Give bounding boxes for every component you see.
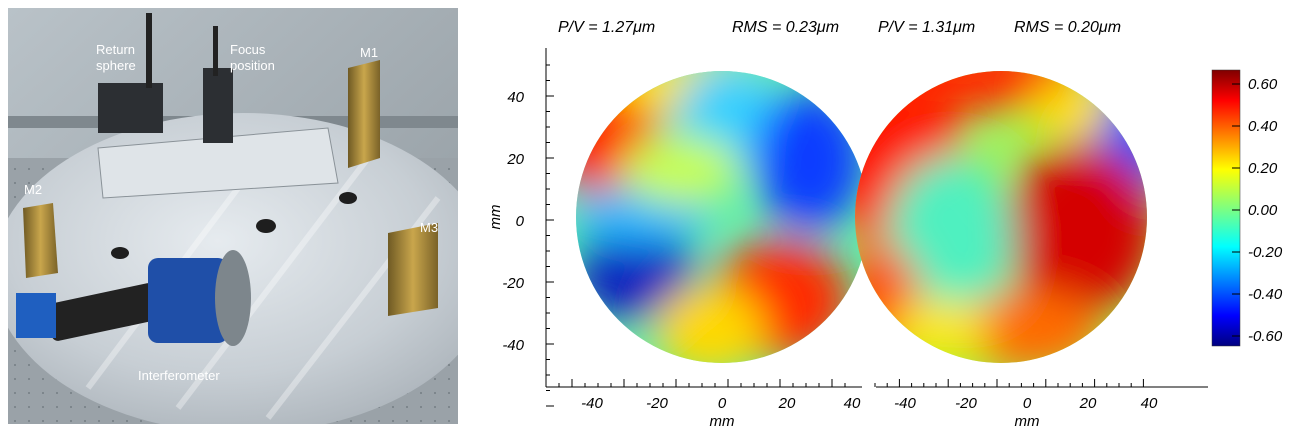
pv-left: P/V = 1.27μm <box>558 19 655 36</box>
label-m2: M2 <box>24 182 42 197</box>
colorbar-tick-label: 0.40 <box>1248 118 1278 135</box>
x-tick-label: -20 <box>955 395 977 412</box>
interferometer-body <box>148 258 228 343</box>
colorbar-tick-label: 0.00 <box>1248 202 1278 219</box>
colorbar-tick-label: -0.60 <box>1248 328 1283 345</box>
colorbar-tick-label: 0.60 <box>1248 76 1278 93</box>
rms-left: RMS = 0.23μm <box>732 19 839 36</box>
mirror-m1 <box>348 60 380 168</box>
x-axis-label: mm <box>1015 413 1040 430</box>
camera <box>16 293 56 338</box>
axes <box>545 48 1208 407</box>
x-tick-label: 40 <box>844 395 861 412</box>
y-tick-label: -40 <box>502 337 524 354</box>
x-tick-label: -40 <box>581 395 603 412</box>
x-tick-label: 20 <box>778 395 796 412</box>
y-tick-label: 0 <box>516 213 525 230</box>
pv-right: P/V = 1.31μm <box>878 19 975 36</box>
x-tick-label: 0 <box>1023 395 1032 412</box>
x-tick-label: -40 <box>894 395 916 412</box>
colorbar <box>1211 69 1241 347</box>
colorbar-tick-label: -0.20 <box>1248 244 1283 261</box>
rms-right: RMS = 0.20μm <box>1014 19 1121 36</box>
y-axis-label: mm <box>487 205 504 230</box>
mirror-m2 <box>23 203 58 278</box>
label-focus-position-2: position <box>230 58 275 73</box>
test-setup-photo: Return sphere Focus position M1 M2 M3 In… <box>8 8 458 424</box>
x-tick-label: 0 <box>718 395 727 412</box>
x-tick-label: 20 <box>1079 395 1097 412</box>
surface-map-left <box>576 71 868 363</box>
colorbar-tick-label: 0.20 <box>1248 160 1278 177</box>
x-axis-label: mm <box>710 413 735 430</box>
label-m1: M1 <box>360 45 378 60</box>
x-tick-label: 40 <box>1141 395 1158 412</box>
label-return-sphere: Return <box>96 42 135 57</box>
y-tick-label: 40 <box>507 89 524 106</box>
y-tick-label: -20 <box>502 275 524 292</box>
y-tick-label: 20 <box>506 151 524 168</box>
label-return-sphere-2: sphere <box>96 58 136 73</box>
colorbar-tick-label: -0.40 <box>1248 286 1283 303</box>
label-focus-position: Focus <box>230 42 266 57</box>
surface-map-right <box>855 71 1147 363</box>
label-interferometer: Interferometer <box>138 368 220 383</box>
wavefront-maps: 40 20 0 -20 -40 mm -40 -20 0 20 40 mm -4… <box>487 19 1283 430</box>
label-m3: M3 <box>420 220 438 235</box>
x-tick-label: -20 <box>646 395 668 412</box>
mirror-m3 <box>388 223 438 316</box>
